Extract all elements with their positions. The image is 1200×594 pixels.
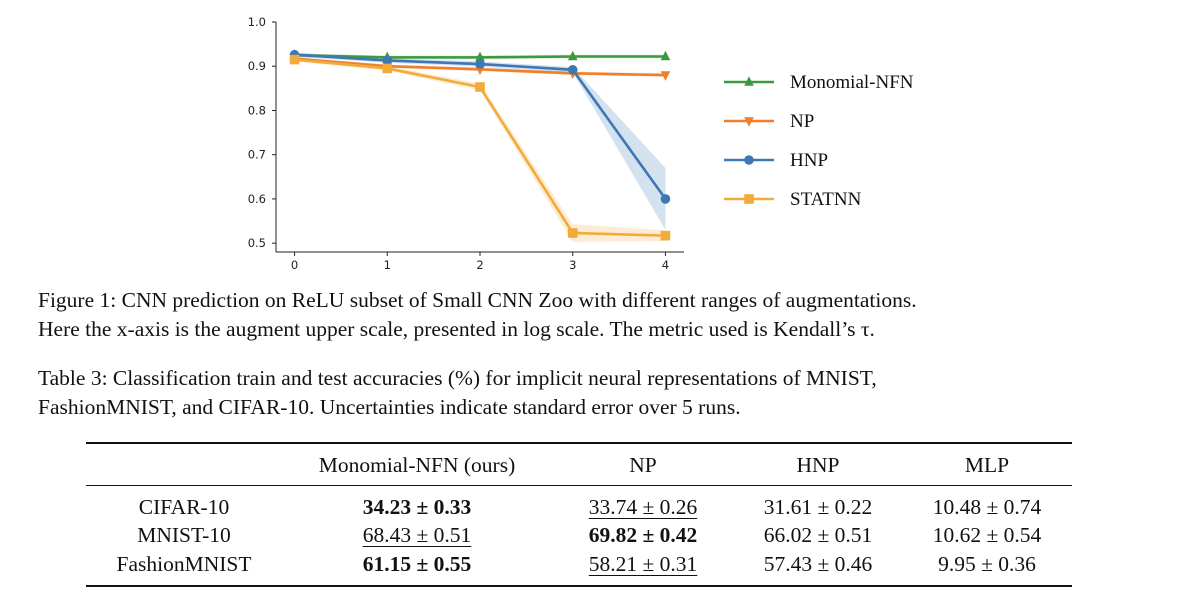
figure-caption-line-1: Figure 1: CNN prediction on ReLU subset … — [38, 288, 917, 312]
table-caption-line-2: FashionMNIST, and CIFAR-10. Uncertaintie… — [38, 395, 741, 419]
data-point — [567, 50, 578, 61]
legend-label: NP — [790, 111, 814, 132]
cell-cifar10-np: 33.74 ± 0.26 — [588, 495, 698, 519]
row-label-fashionmnist: FashionMNIST — [116, 552, 252, 576]
table-header-rule — [86, 485, 1072, 486]
y-tick-label: 0.7 — [248, 148, 266, 162]
row-label-cifar10: CIFAR-10 — [138, 495, 230, 519]
line-chart: 0.5 0.6 0.7 0.8 0.9 1.0 0 1 2 3 4 Monomial-NFN NP HNP… — [248, 15, 914, 272]
y-tick-label: 0.8 — [248, 103, 266, 117]
cell-mnist10-monomial: 68.43 ± 0.51 — [362, 523, 472, 547]
legend-label: Monomial-NFN — [790, 72, 914, 93]
cell-fashionmnist-hnp: 57.43 ± 0.46 — [763, 552, 873, 576]
x-tick-label: 1 — [384, 258, 391, 272]
cell-mnist10-np: 69.82 ± 0.42 — [588, 523, 698, 547]
data-point — [660, 230, 671, 241]
data-point — [660, 194, 671, 204]
cell-fashionmnist-monomial: 61.15 ± 0.55 — [362, 552, 472, 576]
data-point — [567, 228, 578, 238]
data-point — [660, 71, 671, 81]
cell-fashionmnist-np: 58.21 ± 0.31 — [588, 552, 698, 576]
figure-caption-line-2: Here the x-axis is the augment upper sca… — [38, 317, 875, 341]
table-caption: Table 3: Classification train and test a… — [38, 364, 1178, 422]
header-np: NP — [629, 453, 657, 477]
legend-label: HNP — [790, 150, 828, 171]
data-point — [475, 59, 485, 69]
x-tick-label: 0 — [291, 258, 298, 272]
legend-marker — [744, 76, 754, 86]
y-tick-label: 0.6 — [248, 192, 266, 206]
y-tick-label: 0.5 — [248, 236, 266, 250]
table-top-rule — [86, 442, 1072, 444]
data-point — [660, 50, 671, 61]
cell-fashionmnist-mlp: 9.95 ± 0.36 — [938, 552, 1036, 576]
x-tick-label: 2 — [476, 258, 483, 272]
table-bottom-rule — [86, 585, 1072, 587]
legend-marker — [744, 117, 754, 127]
data-point — [382, 63, 393, 74]
header-hnp: HNP — [796, 453, 840, 477]
data-point — [567, 64, 578, 75]
legend-marker — [744, 194, 754, 204]
header-monomial-nfn: Monomial-NFN (ours) — [318, 453, 516, 477]
confidence-band — [294, 52, 666, 230]
y-tick-label: 0.9 — [248, 59, 266, 73]
data-point — [382, 55, 393, 66]
y-tick-label: 1.0 — [248, 15, 266, 29]
data-point — [289, 54, 300, 65]
x-tick-label: 4 — [662, 258, 669, 272]
x-tick-label: 3 — [569, 258, 576, 272]
data-point — [475, 51, 485, 62]
legend-label: STATNN — [790, 189, 862, 210]
row-label-mnist10: MNIST-10 — [137, 523, 231, 547]
data-point — [475, 82, 485, 92]
cell-mnist10-hnp: 66.02 ± 0.51 — [763, 523, 873, 547]
header-mlp: MLP — [964, 453, 1010, 477]
figure-caption: Figure 1: CNN prediction on ReLU subset … — [38, 286, 1178, 344]
cell-cifar10-hnp: 31.61 ± 0.22 — [763, 495, 873, 519]
legend-marker — [744, 155, 754, 165]
cell-mnist10-mlp: 10.62 ± 0.54 — [932, 523, 1042, 547]
cell-cifar10-monomial: 34.23 ± 0.33 — [362, 495, 472, 519]
cell-cifar10-mlp: 10.48 ± 0.74 — [932, 495, 1042, 519]
table-caption-line-1: Table 3: Classification train and test a… — [38, 366, 877, 390]
